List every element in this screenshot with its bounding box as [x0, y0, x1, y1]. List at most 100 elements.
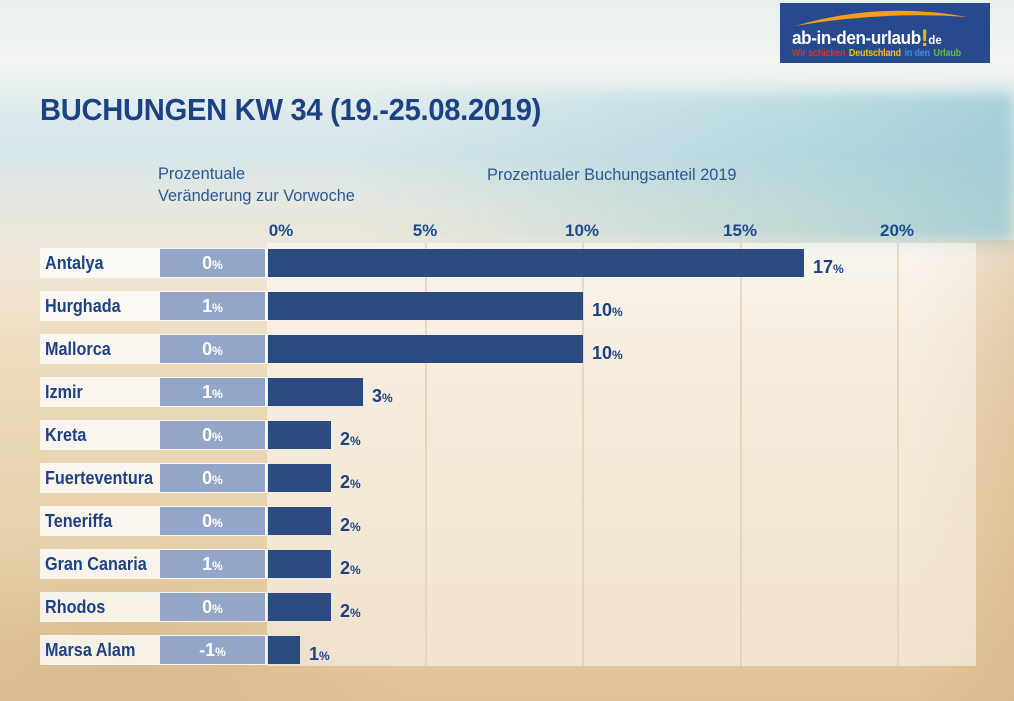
change-badge: 1% [160, 292, 265, 320]
brand-tagline: Wir schicken Deutschland in den Urlaub [792, 48, 965, 59]
gridline [582, 243, 584, 666]
percent-sign: % [350, 520, 361, 534]
share-number: 2 [340, 558, 351, 578]
column-header-change: Prozentuale Veränderung zur Vorwoche [158, 164, 355, 205]
percent-sign: % [212, 516, 223, 530]
brand-exclaim: ! [920, 25, 929, 52]
percent-sign: % [350, 606, 361, 620]
share-number: 10 [592, 300, 613, 320]
change-value: 1 [202, 382, 213, 402]
percent-sign: % [212, 473, 223, 487]
percent-sign: % [350, 477, 361, 491]
brand-wordmark: ab-in-den-urlaub!de [792, 25, 942, 53]
share-bar [268, 378, 363, 406]
gridline [425, 243, 427, 666]
share-value: 2% [340, 512, 361, 536]
share-number: 2 [340, 429, 351, 449]
share-number: 2 [340, 601, 351, 621]
brand-name: ab-in-den-urlaub [792, 28, 921, 48]
destination-label: Antalya [45, 253, 104, 273]
destination-label: Kreta [45, 425, 87, 445]
tagline-word: Wir schicken [792, 48, 846, 59]
percent-sign: % [350, 434, 361, 448]
change-value: 1 [202, 554, 213, 574]
change-badge: 0% [160, 507, 265, 535]
share-number: 17 [813, 257, 834, 277]
change-badge: 0% [160, 593, 265, 621]
change-badge: 0% [160, 249, 265, 277]
share-bar [268, 550, 331, 578]
destination-label: Teneriffa [45, 511, 113, 531]
change-badge: 0% [160, 421, 265, 449]
x-tick-label: 20% [879, 221, 915, 240]
share-bar [268, 593, 331, 621]
share-value: 2% [340, 426, 361, 450]
change-badge: 1% [160, 378, 265, 406]
change-badge: 0% [160, 464, 265, 492]
destination-label: Marsa Alam [45, 640, 136, 660]
brand-logo: ab-in-den-urlaub!de Wir schicken Deutschl… [780, 3, 990, 63]
percent-sign: % [212, 258, 223, 272]
x-tick-label: 15% [722, 221, 758, 240]
column-header-share: Prozentualer Buchungsanteil 2019 [487, 165, 737, 184]
change-badge: -1% [160, 636, 265, 664]
swoosh-icon [795, 10, 967, 26]
share-bar [268, 464, 331, 492]
percent-sign: % [319, 649, 330, 663]
change-value: 0 [202, 511, 213, 531]
percent-sign: % [212, 301, 223, 315]
gridline [740, 243, 742, 666]
share-bar [268, 421, 331, 449]
percent-sign: % [833, 262, 844, 276]
percent-sign: % [612, 305, 623, 319]
change-value: 0 [202, 425, 213, 445]
destination-label: Gran Canaria [45, 554, 147, 574]
change-value: 0 [202, 468, 213, 488]
destination-label: Mallorca [45, 339, 111, 359]
share-value: 2% [340, 598, 361, 622]
change-value: -1 [199, 640, 216, 660]
x-tick-label: 10% [564, 221, 600, 240]
gridline [897, 243, 899, 666]
percent-sign: % [612, 348, 623, 362]
brand-tld: de [928, 33, 942, 47]
share-bar [268, 335, 583, 363]
share-bar [268, 249, 804, 277]
share-value: 1% [309, 641, 330, 665]
percent-sign: % [215, 645, 226, 659]
share-value: 17% [813, 254, 844, 278]
percent-sign: % [212, 602, 223, 616]
change-value: 0 [202, 253, 213, 273]
share-number: 10 [592, 343, 613, 363]
share-value: 10% [592, 297, 623, 321]
x-tick-label: 5% [412, 221, 438, 240]
page-title: BUCHUNGEN KW 34 (19.-25.08.2019) [40, 92, 542, 127]
share-number: 1 [309, 644, 320, 664]
tagline-word: Deutschland [848, 48, 901, 59]
percent-sign: % [350, 563, 361, 577]
share-value: 10% [592, 340, 623, 364]
share-number: 2 [340, 515, 351, 535]
destination-label: Hurghada [45, 296, 121, 316]
share-value: 2% [340, 469, 361, 493]
change-badge: 1% [160, 550, 265, 578]
share-bar [268, 292, 583, 320]
change-badge: 0% [160, 335, 265, 363]
change-value: 0 [202, 597, 213, 617]
destination-label: Izmir [45, 382, 83, 402]
destination-label: Rhodos [45, 597, 106, 617]
background-sea-band [0, 92, 1014, 242]
percent-sign: % [212, 430, 223, 444]
percent-sign: % [382, 391, 393, 405]
percent-sign: % [212, 559, 223, 573]
share-value: 3% [372, 383, 393, 407]
percent-sign: % [212, 344, 223, 358]
percent-sign: % [212, 387, 223, 401]
share-number: 3 [372, 386, 383, 406]
change-value: 0 [202, 339, 213, 359]
share-bar [268, 636, 300, 664]
tagline-word: Urlaub [933, 48, 962, 59]
share-value: 2% [340, 555, 361, 579]
destination-label: Fuerteventura [45, 468, 154, 488]
